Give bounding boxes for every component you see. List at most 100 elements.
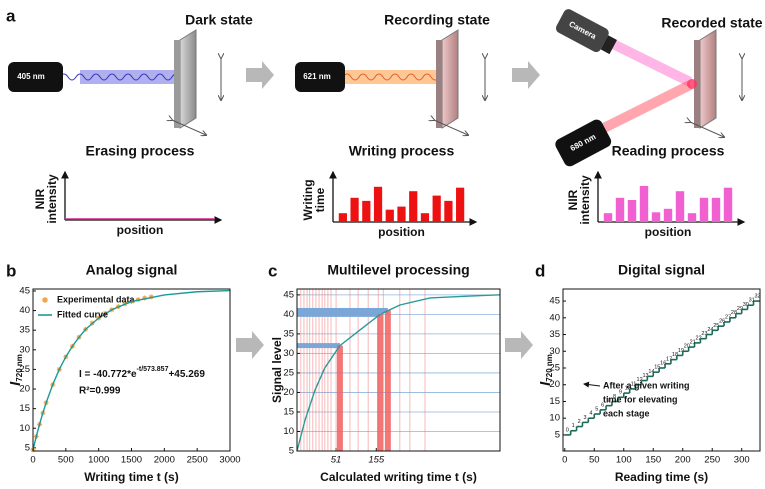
stage-label: 2 [578, 419, 581, 425]
stage-label: 13 [642, 373, 648, 379]
y-tick-label: 5 [289, 446, 294, 457]
flow-arrow [246, 61, 274, 89]
bar [350, 197, 359, 222]
stage-label: 0 [566, 427, 569, 433]
bar [409, 191, 418, 222]
x-axis-label: Reading time (s) [615, 470, 708, 484]
y-axis-label: Writing [301, 179, 315, 220]
y-tick-label: 10 [283, 426, 294, 437]
x-tick-label: 0 [562, 455, 567, 466]
y-tick-label: 40 [549, 312, 560, 323]
stage-label: 18 [672, 352, 678, 358]
stage-label: 17 [666, 356, 672, 362]
y-axis-label-main: Signal level [270, 337, 284, 403]
time-band [377, 314, 384, 451]
recording-state: 621 nm Recording state [295, 12, 490, 135]
stage-label: 25 [713, 323, 719, 329]
x-tick-label: 50 [589, 455, 600, 466]
bar [338, 213, 347, 222]
curve [296, 294, 501, 452]
plot-frame [562, 288, 761, 452]
x-tick-label: 500 [58, 455, 74, 466]
y-tick-label: 35 [283, 328, 294, 339]
bar [397, 206, 406, 222]
flow-arrow [512, 61, 540, 89]
stage-label: 21 [690, 340, 696, 346]
x-axis-label: Calculated writing time t (s) [320, 470, 477, 484]
y-tick-label: 20 [283, 387, 294, 398]
panel-label: d [535, 261, 545, 280]
level-band [297, 343, 340, 349]
stage-label: 23 [701, 331, 707, 337]
y-axis-label: I720 nm [7, 354, 24, 386]
bar [603, 213, 613, 222]
x-axis-label: position [378, 225, 425, 239]
bar [663, 208, 673, 222]
dark-state: 405 nm Dark state [8, 12, 253, 135]
y-tick-label: 40 [283, 309, 294, 320]
bar [723, 187, 733, 222]
chart-title: Digital signal [618, 262, 705, 278]
y-tick-label: 5 [555, 429, 560, 440]
stage-label: 20 [684, 344, 690, 350]
stage-label: 12 [637, 377, 643, 383]
bar [420, 213, 430, 222]
y-tick-label: 45 [283, 289, 294, 300]
level-band [297, 307, 388, 313]
time-band [384, 310, 391, 451]
annotation: time for elevating [603, 394, 678, 404]
y-axis-label-sub: 720 nm [15, 354, 24, 382]
stage-label: 7 [607, 398, 610, 404]
x-tick-label: 3000 [219, 455, 240, 466]
x-tick-label: 155 [368, 455, 385, 466]
annotation: R²=0.999 [79, 386, 121, 397]
stage-label: 4 [589, 411, 592, 417]
x-tick-label: 100 [616, 455, 632, 466]
chart-title: Writing process [349, 143, 455, 159]
legend-label: Fitted curve [57, 309, 108, 319]
stage-label: 14 [648, 369, 654, 375]
stage-label: 8 [613, 394, 616, 400]
stage-label: 26 [719, 319, 725, 325]
bar [651, 212, 661, 222]
y-axis-label: NIR [33, 188, 47, 209]
annotation-arrow [583, 381, 601, 388]
stage-label: 15 [654, 365, 660, 371]
stage-label: 9 [619, 390, 622, 396]
y-axis-label-main: I [537, 381, 554, 386]
annotation: I = -40.772*e-t/573.857+45.269 [79, 366, 205, 380]
y-tick-label: 30 [19, 344, 30, 355]
stage-label: 11 [631, 381, 637, 387]
bar [385, 209, 394, 222]
recorded-state: Camera 680 nm Recorded state [555, 9, 763, 167]
annotation: After a given writing [603, 380, 690, 390]
state-title: Dark state [185, 12, 253, 28]
bar [639, 185, 649, 222]
stage-label: 1 [572, 423, 575, 429]
stage-label: 32 [755, 294, 761, 300]
bar [711, 197, 721, 222]
panel-label: b [6, 261, 16, 280]
y-tick-label: 35 [549, 329, 560, 340]
bar [699, 197, 709, 222]
y-axis-label: intensity [578, 175, 592, 225]
legend-swatch [42, 297, 48, 303]
laser-label: 621 nm [303, 72, 331, 81]
x-axis-label: position [645, 225, 692, 239]
y-tick-label: 25 [549, 363, 560, 374]
annotation-part: +45.269 [168, 369, 205, 380]
y-axis-label-sub: 720 nm [545, 354, 554, 382]
stage-label: 19 [678, 348, 684, 354]
bar [444, 200, 453, 222]
y-tick-label: 25 [283, 367, 294, 378]
stage-label: 30 [743, 302, 749, 308]
x-tick-label: 0 [30, 455, 35, 466]
plot-frame [296, 288, 501, 452]
time-band [336, 345, 343, 451]
chart-title: Analog signal [86, 262, 178, 278]
bar [627, 200, 637, 222]
bar [456, 187, 465, 222]
state-title: Recording state [384, 12, 490, 28]
plot-frame [32, 288, 231, 452]
